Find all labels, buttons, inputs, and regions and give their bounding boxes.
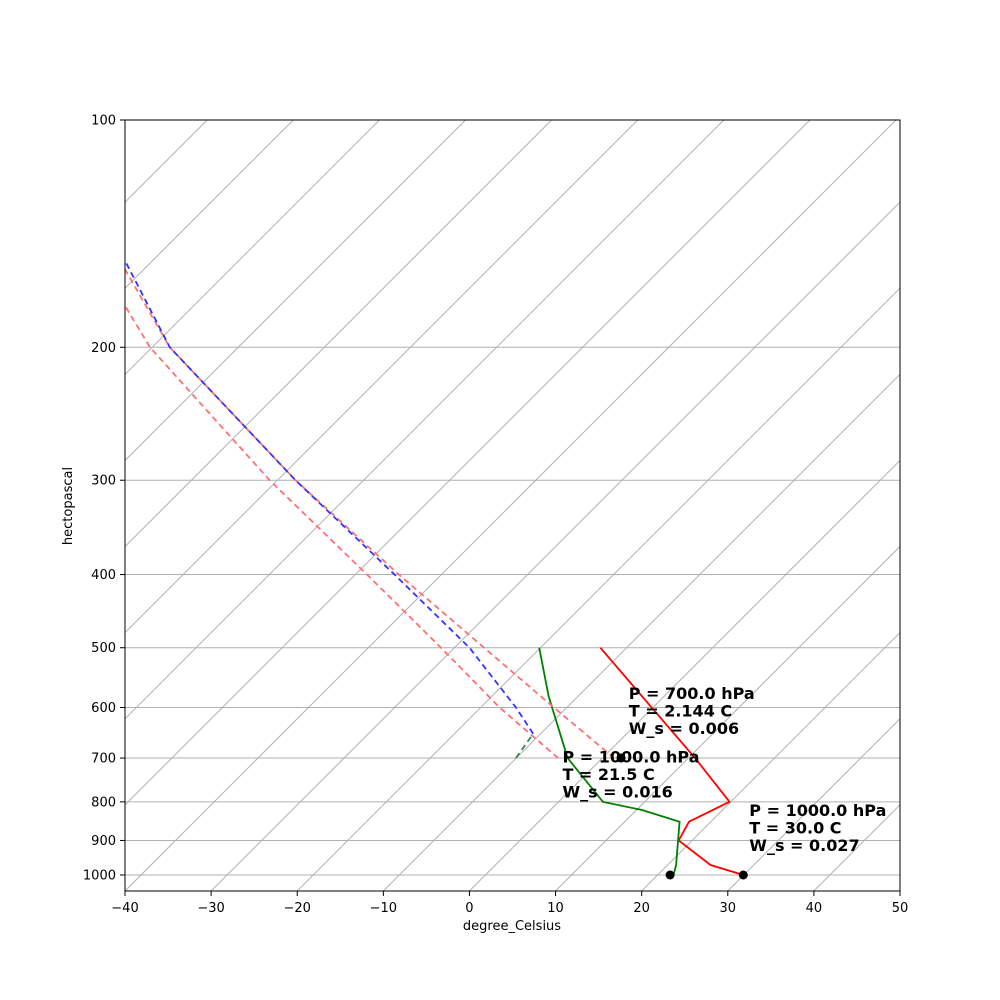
y-tick-label: 500	[91, 641, 116, 656]
data-point-marker	[738, 870, 748, 880]
x-tick-label: −40	[111, 901, 138, 916]
y-tick-label: 1000	[83, 869, 116, 884]
y-tick-label: 400	[91, 568, 116, 583]
isotherm-gridline	[469, 459, 900, 891]
annotation-line: P = 700.0 hPa	[629, 684, 755, 703]
isotherm-gridline	[125, 120, 897, 891]
annotation-line: T = 21.5 C	[562, 765, 654, 784]
isotherm-gridline	[125, 120, 811, 806]
isotherm-gridline	[382, 373, 900, 891]
isotherm-gridline	[0, 120, 35, 891]
dewpoint_dashed-line	[515, 733, 534, 759]
annotation-line: T = 2.144 C	[629, 702, 732, 721]
isotherm-gridline	[125, 120, 466, 462]
marker-layer	[616, 753, 748, 880]
y-tick-label: 200	[91, 341, 116, 356]
x-tick-label: 0	[465, 901, 473, 916]
isotherm-gridline	[125, 120, 552, 548]
temperature-line	[599, 647, 744, 876]
y-tick-label: 700	[91, 752, 116, 767]
y-axis-label: hectopascal	[61, 467, 76, 545]
ticks-layer: −40 −30 −20 −10 0 10 20 30 40 50 100 200 300 400 500 60…	[83, 114, 908, 917]
parcel_dashed-line	[125, 267, 615, 759]
x-tick-label: 40	[806, 901, 823, 916]
isotherm-gridline	[641, 631, 900, 891]
moist_dashed-line	[125, 258, 534, 735]
annotation-line: P = 1000.0 hPa	[749, 801, 886, 820]
data-point-marker	[616, 753, 626, 763]
y-tick-label: 600	[91, 701, 116, 716]
isotherm-gridline	[296, 287, 900, 891]
y-tick-label: 100	[91, 114, 116, 129]
data-point-marker	[665, 870, 675, 880]
x-tick-label: −10	[370, 901, 397, 916]
isotherm-gridline	[125, 120, 380, 376]
isotherm-gridline	[125, 120, 639, 634]
isotherm-gridline	[986, 120, 1000, 891]
x-tick-label: 10	[547, 901, 564, 916]
x-tick-label: 20	[633, 901, 650, 916]
isotherm-gridline	[125, 120, 725, 720]
series-layer	[125, 258, 744, 876]
annotation-line: W_s = 0.027	[749, 836, 859, 855]
isotherm-gridline	[727, 717, 900, 891]
plot-frame	[124, 119, 901, 892]
isotherm-gridline	[125, 120, 294, 290]
grid-layer	[0, 120, 1000, 891]
y-tick-label: 800	[91, 795, 116, 810]
annotation-line: W_s = 0.016	[562, 783, 672, 802]
isotherm-gridline	[125, 120, 208, 203]
y-tick-label: 300	[91, 474, 116, 489]
isotherm-gridline	[899, 890, 900, 891]
parcel_dashed-line	[125, 304, 559, 759]
x-tick-label: −20	[284, 901, 311, 916]
isotherm-gridline	[210, 201, 900, 891]
annotation-line: T = 30.0 C	[749, 819, 841, 838]
x-tick-label: 50	[892, 901, 909, 916]
isotherm-gridline	[555, 545, 900, 891]
annotation-line: P = 1000.0 hPa	[562, 748, 699, 767]
isotherm-gridline	[813, 804, 900, 891]
x-tick-label: −30	[197, 901, 224, 916]
x-axis-label: degree_Celsius	[463, 919, 561, 934]
annotation-line: W_s = 0.006	[629, 719, 739, 738]
y-tick-label: 900	[91, 834, 116, 849]
x-tick-label: 30	[720, 901, 737, 916]
